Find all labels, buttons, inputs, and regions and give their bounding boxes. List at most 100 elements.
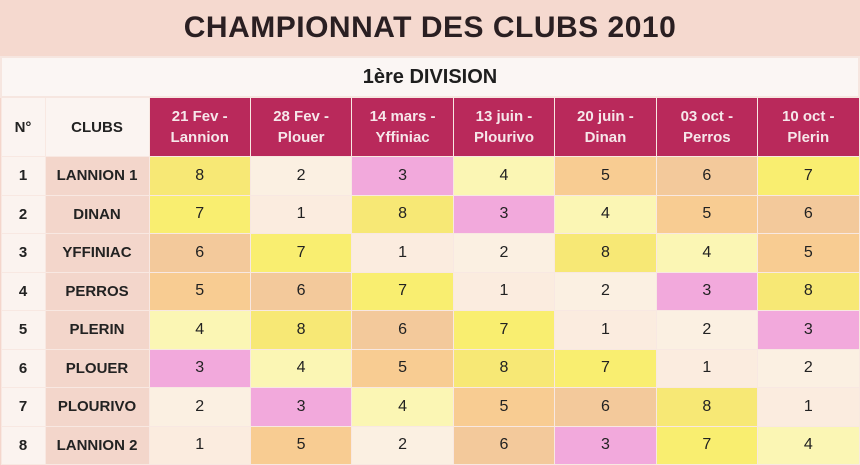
rank-cell: 2 — [249, 156, 353, 196]
row-number: 3 — [0, 233, 46, 273]
rank-cell: 1 — [249, 194, 353, 234]
division-title: 1ère DIVISION — [0, 56, 860, 98]
rank-cell: 7 — [655, 425, 759, 465]
rank-cell: 4 — [148, 310, 251, 350]
rank-cell: 4 — [655, 233, 759, 273]
rank-cell: 6 — [452, 425, 556, 465]
rank-cell: 4 — [452, 156, 556, 196]
rank-cell: 7 — [249, 233, 353, 273]
rank-cell: 1 — [148, 425, 251, 465]
rank-cell: 5 — [554, 156, 657, 196]
rank-cell: 2 — [148, 387, 251, 427]
row-number: 1 — [0, 156, 46, 196]
round-place: Plourivo — [473, 129, 534, 146]
rank-cell: 3 — [554, 425, 657, 465]
rank-cell: 8 — [249, 310, 353, 350]
rank-cell: 1 — [554, 310, 657, 350]
rank-cell: 2 — [351, 425, 454, 465]
rank-cell: 8 — [351, 194, 454, 234]
table-row: 5 PLERIN 4 8 6 7 1 2 3 — [0, 310, 860, 350]
club-name: LANNION 1 — [44, 156, 150, 196]
table-row: 4 PERROS 5 6 7 1 2 3 8 — [0, 271, 860, 311]
rank-cell: 5 — [148, 271, 251, 311]
rank-cell: 6 — [148, 233, 251, 273]
round-date: 21 Fev - — [171, 108, 228, 125]
club-name: PLOUER — [44, 348, 150, 388]
rank-cell: 4 — [554, 194, 657, 234]
rank-cell: 8 — [757, 271, 860, 311]
rank-cell: 5 — [655, 194, 759, 234]
rank-cell: 2 — [757, 348, 860, 388]
rank-cell: 5 — [249, 425, 353, 465]
club-name: LANNION 2 — [44, 425, 150, 465]
round-date: 14 mars - — [369, 108, 436, 125]
round-place: Lannion — [170, 129, 229, 146]
rank-cell: 3 — [351, 156, 454, 196]
header-round: 28 Fev - Plouer — [249, 96, 353, 157]
row-number: 4 — [0, 271, 46, 311]
club-name: DINAN — [44, 194, 150, 234]
rank-cell: 6 — [554, 387, 657, 427]
rank-cell: 4 — [249, 348, 353, 388]
rank-cell: 7 — [452, 310, 556, 350]
round-place: Perros — [683, 129, 731, 146]
round-date: 20 juin - — [577, 108, 634, 125]
rank-cell: 7 — [351, 271, 454, 311]
round-date: 10 oct - — [782, 108, 835, 125]
table-row: 2 DINAN 7 1 8 3 4 5 6 — [0, 194, 860, 234]
rank-cell: 2 — [655, 310, 759, 350]
rank-cell: 3 — [249, 387, 353, 427]
header-round: 20 juin - Dinan — [554, 96, 657, 157]
rank-cell: 8 — [148, 156, 251, 196]
round-date: 03 oct - — [680, 108, 734, 125]
rank-cell: 5 — [757, 233, 860, 273]
header-round: 03 oct - Perros — [655, 96, 759, 157]
round-place: Plerin — [787, 129, 830, 146]
rank-cell: 4 — [757, 425, 860, 465]
round-place: Dinan — [584, 129, 627, 146]
rank-cell: 1 — [351, 233, 454, 273]
row-number: 5 — [0, 310, 46, 350]
row-number: 6 — [0, 348, 46, 388]
header-clubs: CLUBS — [44, 96, 150, 157]
rank-cell: 6 — [249, 271, 353, 311]
rank-cell: 4 — [351, 387, 454, 427]
round-place: Yffiniac — [375, 129, 430, 146]
rank-cell: 3 — [148, 348, 251, 388]
rank-cell: 8 — [554, 233, 657, 273]
header-round: 14 mars - Yffiniac — [351, 96, 454, 157]
rank-cell: 5 — [351, 348, 454, 388]
rank-cell: 6 — [655, 156, 759, 196]
header-round: 13 juin - Plourivo — [452, 96, 556, 157]
rank-cell: 8 — [452, 348, 556, 388]
standings-table: 1ère DIVISION N° CLUBS 21 Fev - Lannion 28… — [0, 56, 860, 465]
page-title: CHAMPIONNAT DES CLUBS 2010 — [0, 0, 860, 56]
header-round: 10 oct - Plerin — [757, 96, 860, 157]
row-number: 8 — [0, 425, 46, 465]
table-row: 7 PLOURIVO 2 3 4 5 6 8 1 — [0, 387, 860, 427]
table-row: 6 PLOUER 3 4 5 8 7 1 2 — [0, 348, 860, 388]
club-name: YFFINIAC — [44, 233, 150, 273]
row-number: 2 — [0, 194, 46, 234]
club-name: PERROS — [44, 271, 150, 311]
rank-cell: 2 — [452, 233, 556, 273]
rank-cell: 1 — [655, 348, 759, 388]
table-row: 3 YFFINIAC 6 7 1 2 8 4 5 — [0, 233, 860, 273]
header-num: N° — [0, 96, 46, 157]
rank-cell: 8 — [655, 387, 759, 427]
rank-cell: 7 — [554, 348, 657, 388]
round-date: 28 Fev - — [273, 108, 330, 125]
round-place: Plouer — [277, 129, 325, 146]
rank-cell: 1 — [757, 387, 860, 427]
club-name: PLERIN — [44, 310, 150, 350]
row-number: 7 — [0, 387, 46, 427]
rank-cell: 7 — [757, 156, 860, 196]
header-round: 21 Fev - Lannion — [148, 96, 251, 157]
rank-cell: 3 — [757, 310, 860, 350]
club-name: PLOURIVO — [44, 387, 150, 427]
rank-cell: 2 — [554, 271, 657, 311]
rank-cell: 3 — [655, 271, 759, 311]
